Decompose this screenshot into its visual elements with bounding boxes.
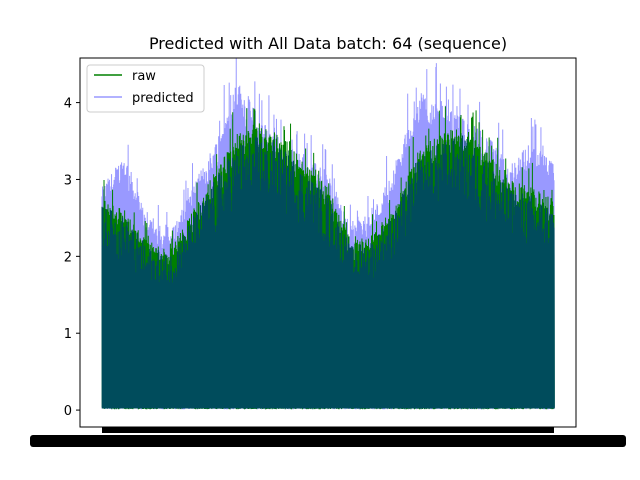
legend: raw predicted [86, 64, 205, 113]
y-tick-label: 2 [64, 250, 72, 265]
y-tick-label: 0 [64, 404, 72, 419]
y-axis: 0 1 2 3 4 [64, 97, 80, 419]
legend-label-raw: raw [132, 69, 156, 84]
y-tick-label: 3 [64, 173, 72, 188]
x-axis [30, 427, 626, 447]
legend-label-predicted: predicted [132, 91, 194, 106]
plot-frame [79, 57, 577, 428]
y-tick-label: 4 [64, 97, 72, 112]
x-tick-marks-band [102, 427, 554, 433]
y-tick-label: 1 [64, 327, 72, 342]
series-overlap-band [101, 135, 555, 409]
chart-title: Predicted with All Data batch: 64 (seque… [149, 34, 507, 53]
series-layer [101, 58, 555, 410]
legend-box [86, 64, 205, 113]
x-tick-labels-band [30, 435, 626, 447]
